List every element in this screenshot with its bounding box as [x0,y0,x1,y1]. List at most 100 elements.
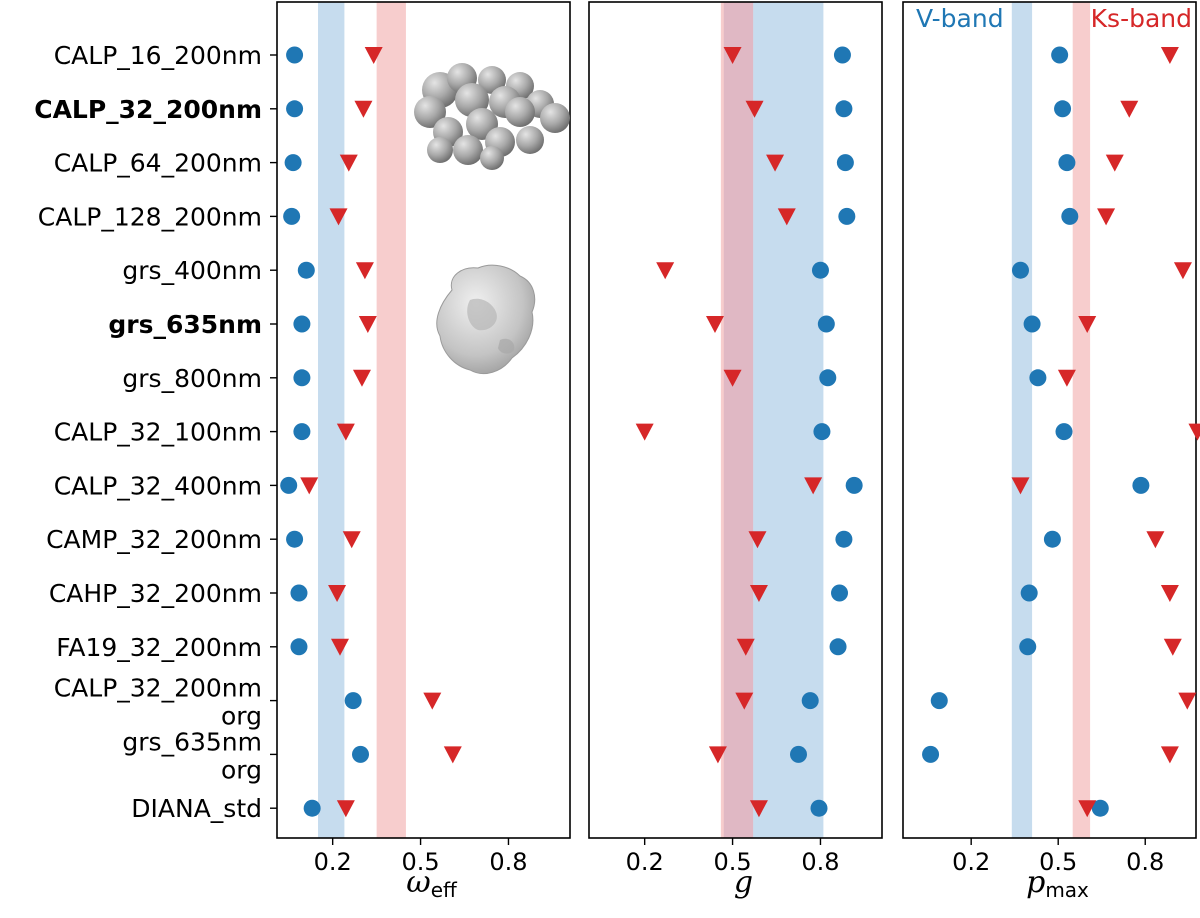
ks-band-point [1011,477,1030,495]
row-label: CAMP_32_200nm [46,525,262,554]
v-band-point [1020,584,1038,602]
ks-band-point [736,638,755,656]
x-tick-label: 0.8 [1126,848,1164,876]
v-band-point [283,207,301,225]
ks-band-point [1173,262,1192,280]
v-band-point [286,46,304,64]
v-band-point [293,369,311,387]
v-band-point [1132,476,1150,494]
v-band-point [293,315,311,333]
row-label: CALP_32_200nm org [54,674,262,731]
aggregate-particle-illustration [414,63,570,170]
ks-band-point [358,316,377,333]
ks-band-point [329,208,348,226]
v-band-point [811,261,829,279]
v-band-point [922,745,940,763]
ks-band-point [355,262,374,280]
v-band-point [290,584,308,602]
v-band-point [290,638,308,656]
row-label: CALP_32_400nm [54,471,262,500]
ks-band-point [1178,692,1197,710]
x-tick-label: 0.8 [489,848,527,876]
ks-band-point [705,316,724,333]
ks-band-point [330,638,349,656]
ks-band-point [354,100,373,118]
v-band-point [293,423,311,441]
v-band-point [831,584,849,602]
x-tick-label: 0.2 [626,848,664,876]
ks-band-point [1120,100,1139,118]
v-band-point [344,692,362,710]
ks-band-point [342,531,361,549]
ks-band-point [1160,47,1179,64]
panel-pmax: 0.2 0.5 0.8 pmax [902,1,1200,902]
plot-frame [276,1,571,839]
ks-band-point [1078,316,1097,333]
v-band-point [845,476,863,494]
ks-band-range [376,2,406,838]
v-band-point [801,692,819,710]
ks-band-point [735,692,754,710]
ks-band-point [708,746,727,764]
v-band-point [1029,369,1047,387]
ks-band-point [1057,369,1076,387]
v-band-point [817,315,835,333]
v-band-point [1011,261,1029,279]
v-band-point [1058,154,1076,172]
v-band-point [833,46,851,64]
row-label: grs_635nm org [122,727,262,784]
ks-band-point [352,369,371,387]
ks-band-point [364,47,383,64]
v-band-point [1091,799,1109,817]
v-band-point [836,154,854,172]
ks-band-point [745,100,764,118]
v-band-point [1054,100,1072,118]
v-band-point [1055,423,1073,441]
x-tick-label: 0.5 [713,848,751,876]
ks-band-point [1105,154,1124,172]
ks-band-point [336,800,355,818]
ks-band-point [1160,585,1179,602]
ks-band-point [749,800,768,818]
v-band-point [838,207,856,225]
row-label: CALP_16_200nm [54,41,262,70]
v-band-point [352,745,370,763]
v-band-point [1043,530,1061,548]
panel-omega: 0.2 0.5 0.8 ωeff [270,1,571,902]
v-band-point [789,745,807,763]
v-band-point [284,154,302,172]
v-band-point [810,799,828,817]
ks-band-point [1188,423,1200,441]
ks-band-point [300,477,319,495]
v-band-point [303,799,321,817]
x-tick-label: 0.2 [314,848,352,876]
v-band-point [286,530,304,548]
v-band-point [930,692,948,710]
ks-band-point [328,585,347,602]
panel-g: 0.2 0.5 0.8 g [588,1,883,900]
band-overlap [723,2,754,838]
ks-band-point [766,154,785,172]
v-band-range [1011,2,1033,838]
ks-band-point [1160,746,1179,764]
ks-band-point [1097,208,1116,226]
x-axis-title: g [734,865,753,900]
v-band-point [1023,315,1041,333]
x-tick-label: 0.8 [801,848,839,876]
x-tick-label: 0.2 [952,848,990,876]
x-tick-label: 0.5 [1039,848,1077,876]
row-label: CALP_32_100nm [54,418,262,447]
ks-band-point [423,692,442,710]
ks-band-point [1078,800,1097,818]
row-label: CAHP_32_200nm [49,579,262,608]
ks-band-point [656,262,675,280]
irregular-grain-illustration [436,264,536,374]
v-band-point [280,476,298,494]
ks-band-point [635,423,654,441]
row-label: grs_400nm [122,256,262,285]
v-band-point [1061,207,1079,225]
row-label: grs_635nm [108,310,262,339]
ks-band-point [339,154,358,172]
ks-band-point [443,746,462,764]
